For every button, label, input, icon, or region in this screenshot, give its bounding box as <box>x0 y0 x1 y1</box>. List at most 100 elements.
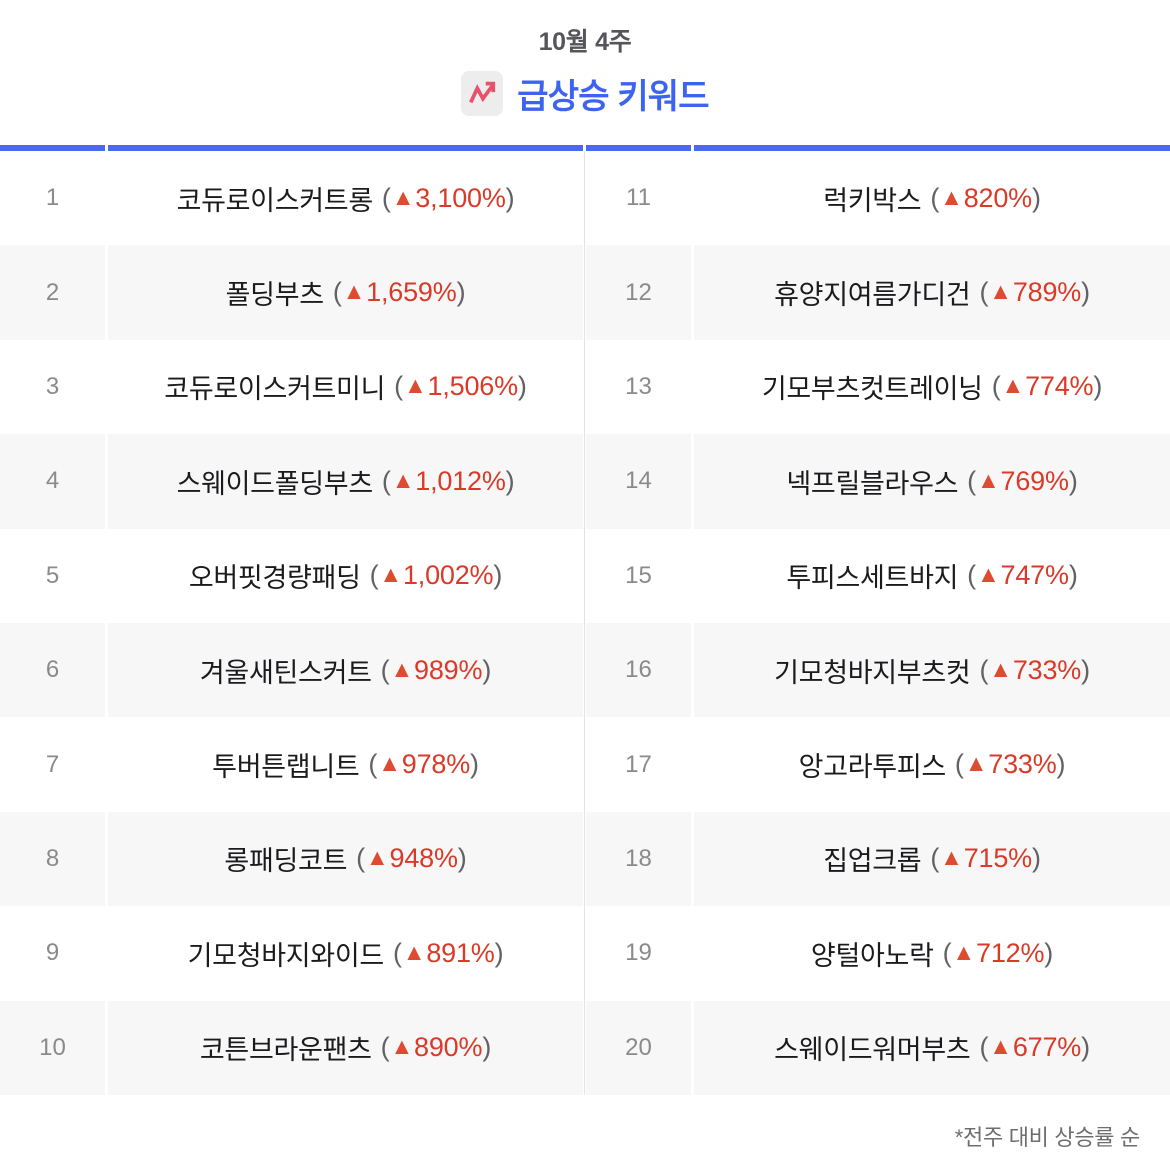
change-value: 3,100% <box>415 182 506 213</box>
table-row: 15 투피스세트바지 (▲747%) <box>586 528 1170 623</box>
up-triangle-icon: ▲ <box>940 844 963 871</box>
keyword-text: 럭키박스 <box>823 185 922 216</box>
week-label: 10월 4주 <box>538 28 632 56</box>
open-paren: ( <box>380 654 390 685</box>
rank-number: 19 <box>586 906 691 1001</box>
open-paren: ( <box>967 465 976 496</box>
open-paren: ( <box>991 371 1001 402</box>
open-paren: ( <box>381 465 391 496</box>
rank-number: 17 <box>586 717 691 812</box>
change-percent: (▲733%) <box>979 654 1090 686</box>
change-value: 978% <box>401 749 471 780</box>
open-paren: ( <box>954 749 964 780</box>
change-value: 769% <box>1000 465 1069 496</box>
keyword-text: 코듀로이스커트미니 <box>164 374 386 405</box>
table-row: 7 투버튼랩니트 (▲978%) <box>0 717 583 812</box>
close-paren: ) <box>494 937 504 968</box>
up-triangle-icon: ▲ <box>1001 372 1025 399</box>
open-paren: ( <box>368 749 378 780</box>
up-triangle-icon: ▲ <box>989 655 1012 682</box>
keyword-cell: 투버튼랩니트 (▲978%) <box>108 717 583 812</box>
close-paren: ) <box>1081 277 1090 308</box>
close-paren: ) <box>517 371 527 402</box>
keyword-cell: 앙고라투피스 (▲733%) <box>694 717 1170 812</box>
change-value: 712% <box>976 937 1045 968</box>
up-triangle-icon: ▲ <box>976 561 1000 588</box>
top-accent-bar-left <box>0 145 583 151</box>
rows-left: 1 코듀로이스커트롱 (▲3,100%) 2 폴딩부츠 (▲1,659%) 3 … <box>0 151 583 1095</box>
change-value: 733% <box>1012 654 1082 685</box>
keyword-cell: 겨울새틴스커트 (▲989%) <box>108 622 583 718</box>
keyword-text: 투버튼랩니트 <box>212 752 360 783</box>
up-triangle-icon: ▲ <box>390 655 414 682</box>
table-row: 20 스웨이드워머부츠 (▲677%) <box>586 1000 1170 1095</box>
open-paren: ( <box>967 560 976 591</box>
change-percent: (▲733%) <box>954 749 1066 780</box>
change-percent: (▲3,100%) <box>382 183 515 214</box>
open-paren: ( <box>979 277 989 308</box>
change-value: 1,012% <box>415 465 506 496</box>
ranking-column-right: 11 럭키박스 (▲820%) 12 휴양지여름가디건 (▲789%) 13 기… <box>586 145 1170 1095</box>
table-row: 9 기모청바지와이드 (▲891%) <box>0 906 583 1001</box>
change-value: 1,659% <box>366 277 457 308</box>
chart-increasing-icon <box>461 70 504 116</box>
keyword-text: 스웨이드워머부츠 <box>774 1035 971 1066</box>
change-value: 890% <box>414 1032 483 1063</box>
rank-number: 1 <box>0 151 105 246</box>
keyword-cell: 기모청바지부츠컷 (▲733%) <box>694 622 1170 718</box>
table-row: 13 기모부츠컷트레이닝 (▲774%) <box>586 339 1170 435</box>
keyword-text: 스웨이드폴딩부츠 <box>176 468 374 499</box>
keyword-text: 기모부츠컷트레이닝 <box>761 374 983 405</box>
keyword-cell: 기모부츠컷트레이닝 (▲774%) <box>694 339 1170 435</box>
change-percent: (▲948%) <box>356 843 467 874</box>
keyword-text: 코튼브라운팬츠 <box>199 1035 372 1066</box>
rank-number: 18 <box>586 811 691 907</box>
keyword-text: 코듀로이스커트롱 <box>176 185 374 216</box>
rank-number: 4 <box>0 434 105 529</box>
table-row: 14 넥프릴블라우스 (▲769%) <box>586 434 1170 529</box>
close-paren: ) <box>1081 1032 1090 1063</box>
keyword-cell: 양털아노락 (▲712%) <box>694 906 1170 1001</box>
column-divider <box>584 151 585 1095</box>
open-paren: ( <box>380 1032 390 1063</box>
table-row: 12 휴양지여름가디건 (▲789%) <box>586 245 1170 340</box>
open-paren: ( <box>332 277 342 308</box>
keyword-text: 롱패딩코트 <box>224 846 348 877</box>
change-value: 820% <box>963 182 1032 213</box>
table-row: 19 양털아노락 (▲712%) <box>586 906 1170 1001</box>
up-triangle-icon: ▲ <box>940 183 963 210</box>
close-paren: ) <box>1056 749 1066 780</box>
change-percent: (▲1,659%) <box>333 277 466 308</box>
rank-number: 8 <box>0 811 105 907</box>
change-value: 891% <box>426 937 495 968</box>
close-paren: ) <box>457 843 467 874</box>
rank-number: 5 <box>0 528 105 623</box>
table-row: 6 겨울새틴스커트 (▲989%) <box>0 622 583 718</box>
change-value: 677% <box>1012 1032 1082 1063</box>
rank-number: 11 <box>586 151 691 246</box>
change-percent: (▲769%) <box>967 465 1078 497</box>
change-value: 733% <box>988 749 1057 780</box>
keyword-text: 양털아노락 <box>810 940 934 971</box>
rank-number: 14 <box>586 434 691 529</box>
keyword-text: 겨울새틴스커트 <box>199 657 372 688</box>
up-triangle-icon: ▲ <box>391 183 415 210</box>
up-triangle-icon: ▲ <box>989 1033 1012 1060</box>
table-row: 8 롱패딩코트 (▲948%) <box>0 811 583 907</box>
close-paren: ) <box>493 560 503 591</box>
table-row: 18 집업크롭 (▲715%) <box>586 811 1170 907</box>
keyword-text: 앙고라투피스 <box>798 752 947 783</box>
rank-number: 13 <box>586 339 691 435</box>
up-triangle-icon: ▲ <box>989 278 1012 305</box>
up-triangle-icon: ▲ <box>379 561 402 588</box>
rank-number: 9 <box>0 906 105 1001</box>
close-paren: ) <box>482 1032 492 1063</box>
change-value: 774% <box>1025 371 1094 402</box>
keyword-cell: 스웨이드워머부츠 (▲677%) <box>694 1000 1170 1095</box>
open-paren: ( <box>394 371 403 402</box>
close-paren: ) <box>1044 937 1054 968</box>
up-triangle-icon: ▲ <box>402 938 426 965</box>
table-row: 11 럭키박스 (▲820%) <box>586 151 1170 246</box>
keyword-cell: 코듀로이스커트롱 (▲3,100%) <box>108 151 583 246</box>
keyword-cell: 럭키박스 (▲820%) <box>694 151 1170 246</box>
